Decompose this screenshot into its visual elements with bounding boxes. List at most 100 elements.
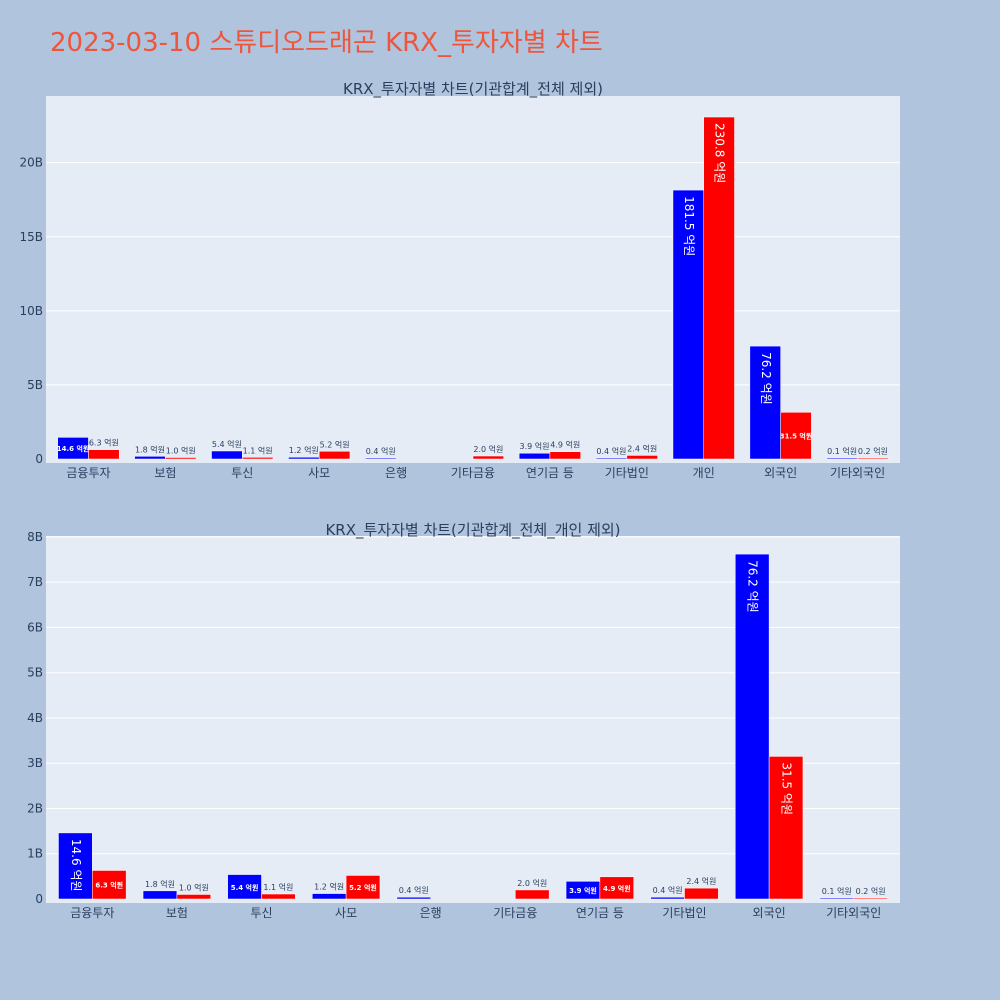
- y-tick-label: 20B: [19, 156, 43, 170]
- x-tick-label: 보험: [154, 466, 176, 480]
- x-tick-label: 기타법인: [605, 466, 649, 480]
- data-label: 5.4 억원: [231, 883, 259, 892]
- data-label: 2.0 억원: [517, 878, 547, 888]
- bar: [518, 452, 551, 460]
- bar: [57, 437, 89, 460]
- y-tick-label: 1B: [27, 847, 43, 861]
- data-label: 1.0 억원: [166, 446, 196, 456]
- x-tick-label: 기타외국인: [826, 906, 881, 920]
- y-tick-label: 4B: [27, 711, 43, 725]
- bar: [142, 890, 178, 900]
- data-label: 0.4 억원: [366, 446, 396, 456]
- data-label: 31.5 억원: [780, 762, 794, 815]
- data-label: 181.5 억원: [682, 196, 696, 256]
- bar: [227, 874, 262, 900]
- bar: [595, 457, 628, 460]
- x-tick-label: 연기금 등: [576, 906, 624, 920]
- bar: [261, 893, 296, 900]
- bar: [703, 116, 735, 460]
- bar: [826, 457, 858, 460]
- bar: [515, 889, 550, 900]
- data-label: 1.0 억원: [179, 882, 209, 892]
- y-tick-label: 2B: [27, 801, 43, 815]
- data-label: 2.4 억원: [627, 443, 657, 453]
- data-label: 1.2 억원: [314, 882, 344, 892]
- data-label: 76.2 억원: [759, 352, 773, 405]
- x-tick-label: 기타법인: [662, 906, 706, 920]
- bar: [599, 876, 634, 900]
- x-tick-label: 사모: [308, 466, 330, 480]
- data-label: 1.1 억원: [243, 445, 273, 455]
- x-tick-label: 금융투자: [66, 466, 110, 480]
- data-label: 14.6 억원: [57, 444, 90, 453]
- data-label: 3.9 억원: [520, 441, 550, 451]
- data-label: 0.2 억원: [856, 886, 886, 896]
- bar: [549, 451, 581, 460]
- y-tick-label: 8B: [27, 530, 43, 544]
- bar: [345, 875, 381, 900]
- bar: [857, 457, 889, 460]
- data-label: 14.6 억원: [69, 839, 83, 892]
- bar: [92, 870, 127, 900]
- data-label: 0.2 억원: [858, 446, 888, 456]
- chart-title: KRX_투자자별 차트(기관합계_전체 제외): [343, 80, 603, 99]
- x-tick-label: 투신: [231, 466, 253, 480]
- y-tick-label: 10B: [19, 304, 43, 318]
- data-label: 230.8 억원: [713, 123, 727, 183]
- data-label: 3.9 억원: [569, 886, 597, 895]
- x-tick-label: 기타외국인: [830, 466, 885, 480]
- x-tick-label: 은행: [420, 905, 442, 920]
- x-tick-label: 기타금융: [493, 906, 537, 920]
- bar: [88, 449, 120, 460]
- bar: [735, 553, 770, 900]
- bar: [58, 832, 93, 900]
- x-tick-label: 투신: [250, 906, 272, 920]
- bar: [780, 412, 812, 460]
- x-tick-label: 사모: [335, 906, 357, 920]
- x-tick-label: 개인: [693, 466, 715, 480]
- bar: [650, 896, 685, 900]
- data-label: 1.8 억원: [135, 444, 165, 454]
- data-label: 0.4 억원: [399, 885, 429, 895]
- bar: [472, 455, 505, 460]
- chart-2: 0 1B 2B 3B 4B 5B 6B 7B 8B KRX_투자자별 차트(기관합계_전체_개인 …: [27, 521, 900, 920]
- data-label: 6.3 억원: [95, 881, 123, 890]
- x-tick-label: 외국인: [764, 466, 797, 480]
- data-label: 5.2 억원: [349, 883, 377, 892]
- bar: [365, 457, 397, 460]
- data-label: 5.2 억원: [320, 439, 350, 449]
- data-label: 4.9 억원: [603, 884, 631, 893]
- bar: [853, 897, 888, 900]
- y-tick-label: 5B: [27, 378, 43, 392]
- chart-1: 0 5B 10B 15B 20B KRX_투자자별 차트(기관합계_전체 제외) 금융투자 1…: [19, 80, 900, 480]
- bar: [242, 457, 274, 460]
- y-tick-label: 3B: [27, 756, 43, 770]
- data-label: 0.4 억원: [596, 446, 626, 456]
- data-label: 1.1 억원: [263, 882, 293, 892]
- bar: [312, 893, 347, 900]
- bar: [672, 189, 704, 460]
- bar: [318, 451, 351, 460]
- y-tick-label: 0: [35, 452, 43, 466]
- data-label: 4.9 억원: [550, 440, 580, 450]
- x-tick-label: 금융투자: [70, 906, 114, 920]
- data-label: 0.1 억원: [827, 446, 857, 456]
- data-label: 5.4 억원: [212, 439, 242, 449]
- data-label: 76.2 억원: [746, 560, 760, 613]
- page-title: 2023-03-10 스튜디오드래곤 KRX_투자자별 차트: [50, 28, 603, 58]
- bar: [819, 897, 854, 900]
- bar: [165, 457, 197, 460]
- y-tick-label: 15B: [19, 230, 43, 244]
- x-tick-label: 연기금 등: [526, 466, 574, 480]
- chart-title: KRX_투자자별 차트(기관합계_전체_개인 제외): [325, 521, 620, 540]
- y-tick-label: 0: [35, 892, 43, 906]
- data-label: 31.5 억원: [780, 432, 813, 441]
- y-tick-label: 6B: [27, 620, 43, 634]
- data-label: 2.0 억원: [473, 444, 503, 454]
- y-tick-label: 7B: [27, 575, 43, 589]
- bar: [176, 894, 211, 900]
- data-label: 1.8 억원: [145, 879, 175, 889]
- data-label: 0.1 억원: [822, 886, 852, 896]
- bar: [211, 450, 243, 460]
